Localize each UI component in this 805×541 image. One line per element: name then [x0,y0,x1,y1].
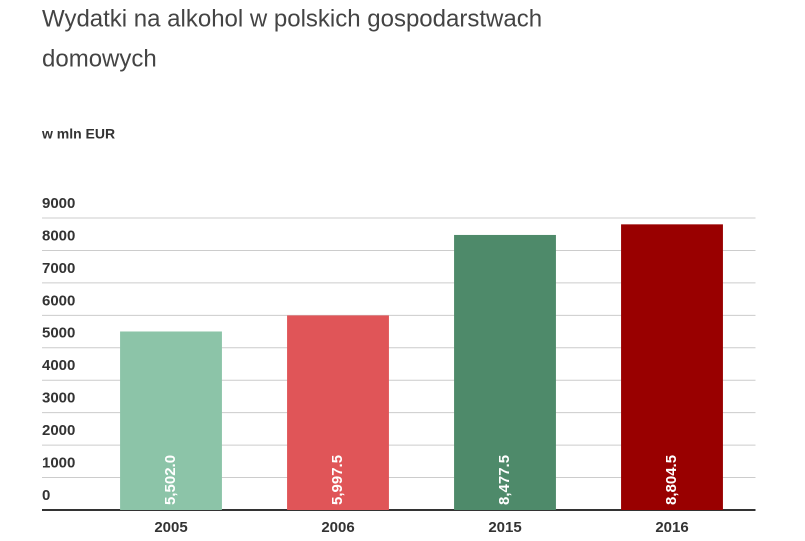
y-tick-label: 5000 [42,325,75,342]
chart-title: domowych [42,45,157,72]
y-tick-label: 1000 [42,455,75,472]
y-tick-label: 8000 [42,227,75,244]
value-label: 8,804.5 [663,455,680,505]
chart-title: Wydatki na alkohol w polskich gospodarst… [42,5,542,32]
y-tick-label: 4000 [42,357,75,374]
y-tick-label: 3000 [42,390,75,407]
value-label: 8,477.5 [496,455,513,505]
x-tick-label: 2005 [154,519,187,536]
value-label: 5,997.5 [329,455,346,505]
bar [120,331,222,510]
y-tick-label: 6000 [42,292,75,309]
y-tick-label: 2000 [42,422,75,439]
bar [454,234,556,511]
bar [621,224,723,510]
value-label: 5,502.0 [162,455,179,505]
x-tick-label: 2015 [488,519,521,536]
y-tick-label: 9000 [42,195,75,212]
x-tick-label: 2016 [655,519,688,536]
x-tick-label: 2006 [321,519,354,536]
y-tick-label: 0 [42,487,50,504]
y-tick-label: 7000 [42,260,75,277]
bar [287,315,389,510]
chart-subtitle: w mln EUR [41,126,115,142]
